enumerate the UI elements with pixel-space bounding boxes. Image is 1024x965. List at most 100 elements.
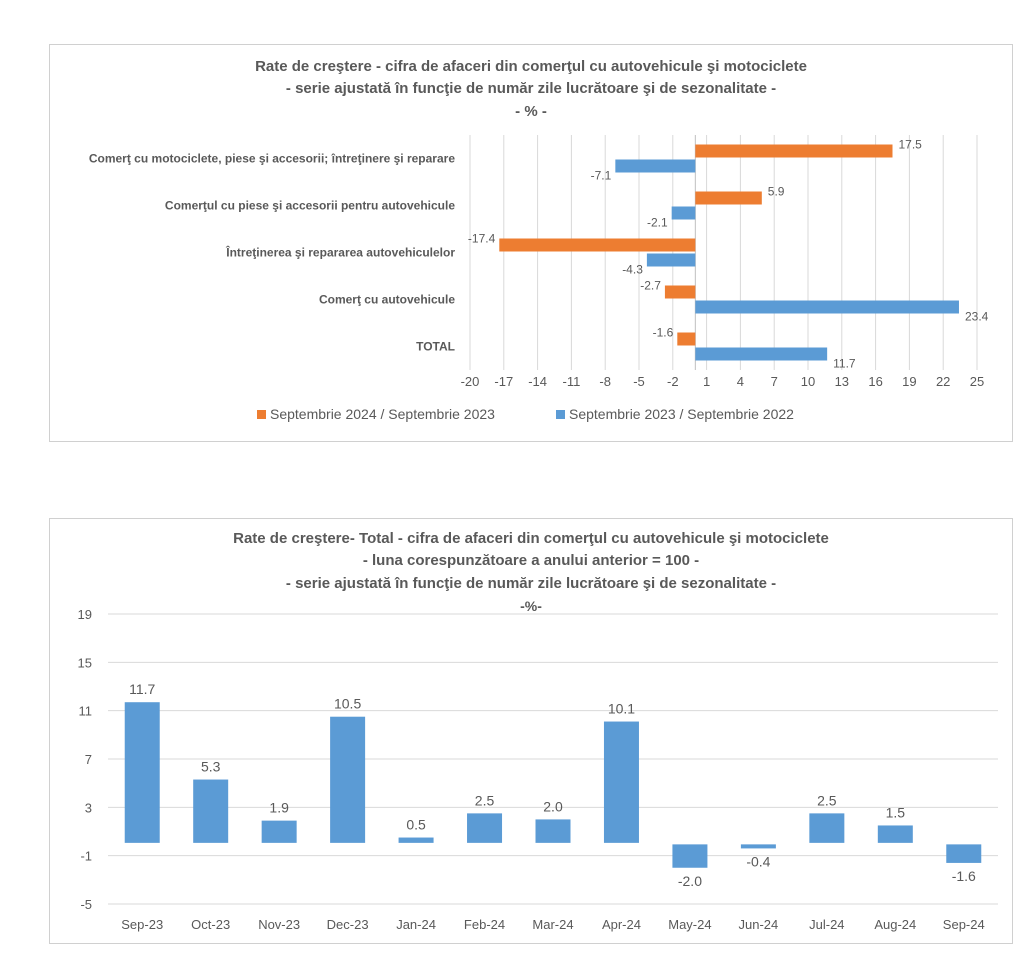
x-tick-label: Feb-24 [464, 917, 505, 932]
x-tick-label: 7 [771, 374, 778, 389]
y-tick-label: -5 [80, 897, 92, 912]
y-tick-label: 11 [79, 704, 93, 719]
bar [672, 843, 708, 868]
chart1-unit: - % - [515, 103, 547, 120]
bar-series-2 [646, 253, 696, 267]
data-label: 1.9 [269, 800, 289, 816]
data-label: 17.5 [899, 138, 923, 152]
data-label: 1.5 [886, 804, 906, 820]
bar-series-2 [695, 300, 959, 314]
x-tick-label: Jan-24 [396, 917, 436, 932]
x-tick-label: 16 [868, 374, 882, 389]
x-tick-label: Sep-24 [943, 917, 985, 932]
x-tick-label: -14 [528, 374, 547, 389]
category-label: Comerţ cu autovehicule [319, 293, 455, 307]
legend-label-series-2: Septembrie 2023 / Septembrie 2022 [569, 406, 794, 422]
data-label: 10.1 [608, 701, 635, 717]
legend-item-series-1: Septembrie 2024 / Septembrie 2023 [257, 406, 495, 422]
category-label: Comerţul cu piese şi accesorii pentru au… [165, 199, 455, 213]
x-tick-label: Dec-23 [327, 917, 369, 932]
data-label: -1.6 [653, 326, 674, 340]
bar-series-1 [499, 238, 696, 252]
x-tick-label: -8 [599, 374, 611, 389]
bar-series-1 [695, 144, 893, 158]
bar [946, 843, 982, 863]
bar [740, 843, 776, 849]
bar-series-2 [695, 347, 828, 361]
bar-series-1 [695, 191, 762, 205]
category-label: Comerţ cu motociclete, piese şi accesori… [89, 152, 455, 166]
data-label: -4.3 [622, 263, 643, 277]
chart-panel-total-monthly: Rate de creştere- Total - cifra de aface… [49, 518, 1013, 944]
data-label: -7.1 [591, 169, 612, 183]
x-tick-label: -20 [461, 374, 480, 389]
x-tick-label: Nov-23 [258, 917, 300, 932]
y-tick-label: 7 [85, 752, 92, 767]
data-label: -2.1 [647, 216, 668, 230]
bar [124, 702, 160, 844]
legend-swatch-orange [257, 409, 266, 419]
data-label: 2.5 [475, 792, 495, 808]
category-label: TOTAL [416, 340, 455, 354]
x-tick-label: Jun-24 [739, 917, 779, 932]
legend-swatch-blue [556, 409, 565, 419]
data-label: -1.6 [952, 868, 976, 884]
y-tick-label: -1 [80, 849, 92, 864]
chart2-unit: -%- [520, 598, 542, 614]
data-label: 2.0 [543, 798, 563, 814]
x-tick-label: Sep-23 [121, 917, 163, 932]
y-tick-label: 15 [78, 655, 92, 670]
legend-item-series-2: Septembrie 2023 / Septembrie 2022 [556, 406, 794, 422]
bar-series-2 [615, 159, 696, 173]
x-tick-label: 1 [703, 374, 710, 389]
data-label: -2.0 [678, 873, 702, 889]
x-tick-label: Apr-24 [602, 917, 641, 932]
y-tick-label: 3 [85, 800, 92, 815]
x-tick-label: 13 [835, 374, 849, 389]
chart-panel-growth-by-activity: Rate de creştere - cifra de afaceri din … [49, 44, 1013, 442]
x-tick-label: -11 [562, 374, 580, 389]
bar [193, 779, 229, 844]
bar [398, 837, 434, 844]
chart2-subtitle: - luna corespunzătoare a anului anterior… [362, 552, 700, 569]
bar-series-1 [664, 285, 696, 299]
data-label: -2.7 [640, 279, 661, 293]
data-label: -17.4 [468, 232, 496, 246]
data-label: 11.7 [129, 681, 155, 697]
x-tick-label: May-24 [668, 917, 711, 932]
bar [467, 813, 503, 844]
bar [535, 819, 571, 844]
x-tick-label: -17 [494, 374, 513, 389]
data-label: -0.4 [746, 853, 770, 869]
data-label: 10.5 [334, 696, 361, 712]
category-label: Întreţinerea şi repararea autovehiculelo… [225, 245, 455, 260]
data-label: 5.3 [201, 759, 221, 775]
chart2-subtitle-2: - serie ajustată în funcţie de număr zil… [285, 575, 777, 592]
bar [261, 820, 297, 844]
x-tick-label: 10 [801, 374, 815, 389]
x-tick-label: 19 [902, 374, 916, 389]
chart1-title: Rate de creştere - cifra de afaceri din … [255, 58, 807, 75]
data-label: 23.4 [965, 310, 989, 324]
data-label: 11.7 [833, 357, 856, 371]
x-tick-label: Mar-24 [532, 917, 573, 932]
x-tick-label: -5 [633, 374, 645, 389]
x-tick-label: Aug-24 [874, 917, 916, 932]
bar [330, 716, 366, 844]
x-tick-label: -2 [667, 374, 679, 389]
data-label: 0.5 [406, 817, 426, 833]
chart2-title: Rate de creştere- Total - cifra de aface… [233, 530, 829, 547]
x-tick-label: 4 [737, 374, 744, 389]
data-label: 2.5 [817, 792, 837, 808]
x-tick-label: Oct-23 [191, 917, 230, 932]
x-tick-label: 25 [970, 374, 984, 389]
bar [809, 813, 845, 844]
bar-series-1 [677, 332, 696, 346]
bar-series-2 [671, 206, 696, 220]
bar [603, 721, 639, 844]
legend-label-series-1: Septembrie 2024 / Septembrie 2023 [270, 406, 495, 422]
chart1-plot: -20 -17 -14 -11 -8 -5 -2 1 4 7 10 13 16 19 22 25 Comerţ … [89, 135, 989, 389]
chart1-subtitle: - serie ajustată în funcţie de număr zil… [285, 80, 777, 97]
x-tick-label: 22 [936, 374, 950, 389]
x-tick-label: Jul-24 [809, 917, 844, 932]
